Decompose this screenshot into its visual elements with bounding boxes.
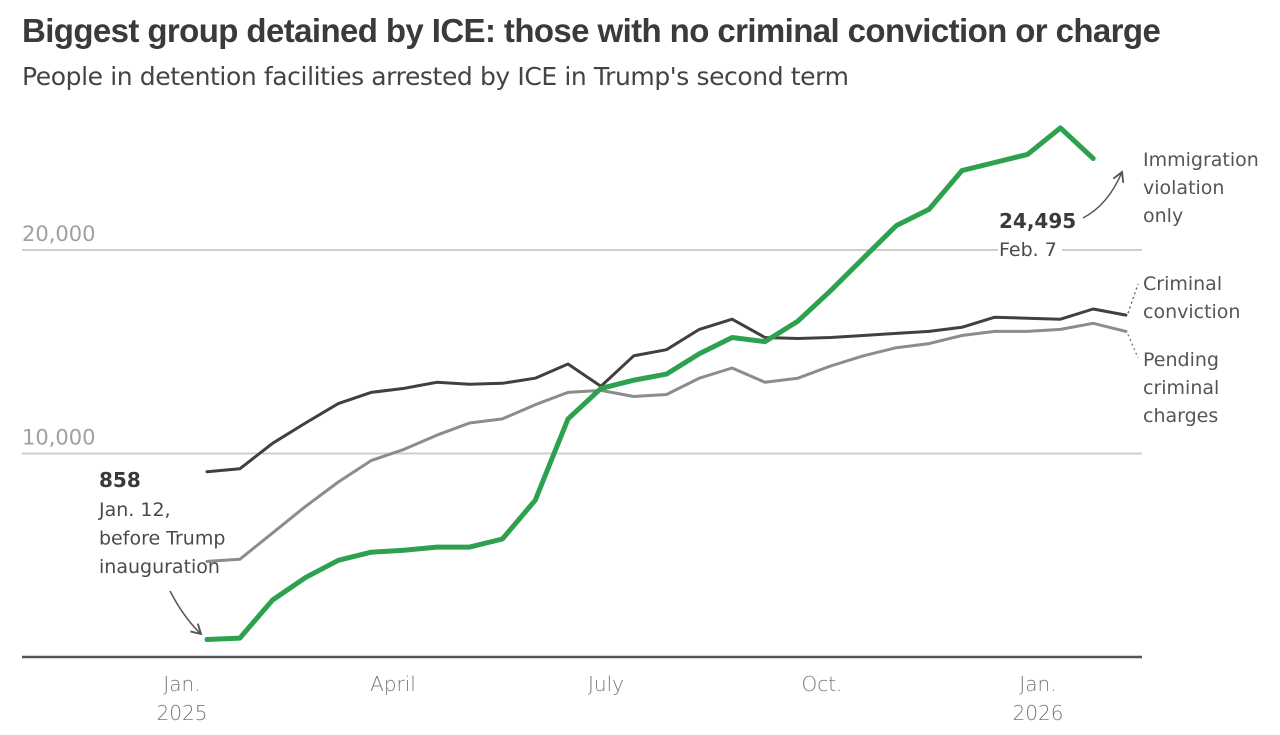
series-label-criminal-conviction: conviction: [1143, 301, 1240, 323]
x-tick-year-label: 2026: [1013, 701, 1064, 725]
chart-subtitle: People in detention facilities arrested …: [22, 62, 849, 91]
x-tick-label: Oct.: [802, 672, 843, 696]
annotation-end-knockout: [998, 238, 1062, 262]
series-label-immigration-violation-only: only: [1143, 205, 1183, 227]
x-tick-label: April: [370, 672, 416, 696]
x-tick-year-label: 2025: [157, 701, 208, 725]
annotation-start-text: inauguration: [99, 556, 220, 578]
annotation-end-value: 24,495: [999, 209, 1076, 233]
gridlines: [22, 249, 1142, 455]
chart-title: Biggest group detained by ICE: those wit…: [22, 12, 1161, 49]
annotations: 858 Jan. 12, before Trump inauguration 24,49…: [98, 170, 1125, 636]
series-label-immigration-violation-only: Immigration: [1143, 149, 1259, 171]
y-tick-label: 10,000: [22, 426, 95, 450]
y-axis-ticks: 10,000 20,000: [22, 222, 95, 450]
series-label-pending-criminal-charges: charges: [1143, 405, 1218, 427]
series-label-pending-criminal-charges: criminal: [1143, 377, 1219, 399]
annotation-start-text: Jan. 12,: [98, 499, 171, 521]
series-lines: [204, 125, 1128, 642]
series-line-pending-criminal-charges: [205, 321, 1128, 563]
series-label-pending-criminal-charges: Pending: [1143, 349, 1219, 371]
series-line-criminal-conviction: [205, 307, 1128, 474]
annotation-end-text: Feb. 7: [999, 239, 1057, 261]
leader-criminal-conviction: [1127, 283, 1139, 314]
x-tick-label: Jan.: [163, 672, 200, 696]
annotation-start-text: before Trump: [99, 528, 225, 550]
series-label-immigration-violation-only: violation: [1143, 177, 1224, 199]
x-tick-label: July: [588, 672, 624, 696]
x-tick-label: Jan.: [1019, 672, 1056, 696]
y-tick-label: 20,000: [22, 222, 95, 246]
annotation-end-arrow: [1082, 170, 1125, 219]
series-labels: Immigration violation only Criminal convicti…: [1127, 149, 1259, 427]
leader-pending-charges: [1127, 334, 1139, 359]
annotation-start-value: 858: [99, 468, 141, 492]
series-line-immigration-violation-only: [204, 125, 1096, 642]
series-label-criminal-conviction: Criminal: [1143, 273, 1222, 295]
annotation-start-arrow: [169, 590, 203, 636]
x-axis-ticks: Jan. 2025 April July Oct. Jan. 2026: [157, 672, 1064, 725]
